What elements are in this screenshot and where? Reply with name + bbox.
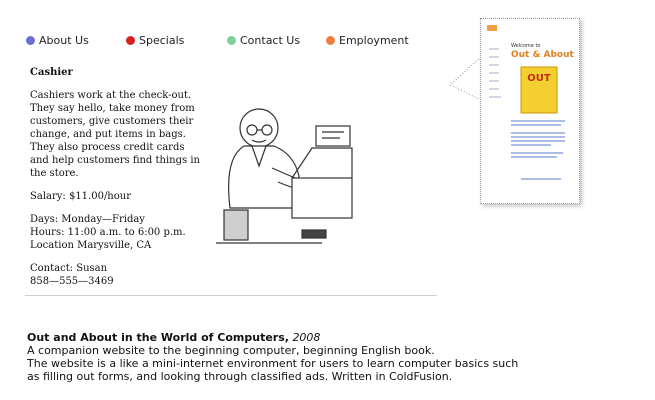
cashier-illustration bbox=[216, 108, 353, 244]
job-title: Cashier bbox=[30, 67, 73, 78]
job-hours: Hours: 11:00 a.m. to 6:00 p.m. bbox=[30, 227, 186, 238]
job-location: Location Marysville, CA bbox=[30, 240, 152, 251]
nav-link[interactable]: Contact Us bbox=[227, 34, 300, 47]
nav-label: Contact Us bbox=[240, 34, 301, 47]
caption-title: Out and About in the World of Computers, bbox=[27, 331, 289, 344]
job-description: Cashiers work at the check-out. They say… bbox=[30, 90, 200, 179]
thumbnail-content: Welcome to Out & About OUT bbox=[487, 25, 574, 180]
caption: Out and About in the World of Computers,… bbox=[27, 331, 518, 383]
nav-link[interactable]: About Us bbox=[26, 34, 89, 47]
nav-label: Specials bbox=[139, 34, 185, 47]
nav-label: About Us bbox=[39, 34, 89, 47]
job-salary: Salary: $11.00/hour bbox=[30, 191, 131, 202]
caption-year: 2008 bbox=[292, 331, 321, 344]
thumb-title: Out & About bbox=[511, 50, 574, 60]
job-days: Days: Monday—Friday bbox=[30, 214, 145, 225]
nav-link[interactable]: Specials bbox=[126, 34, 184, 47]
thumb-book: OUT bbox=[527, 73, 551, 84]
job-phone: 858—555—3469 bbox=[30, 276, 114, 287]
thumb-welcome: Welcome to bbox=[511, 43, 540, 49]
caption-line: The website is a like a mini-internet en… bbox=[27, 357, 519, 370]
caption-line: A companion website to the beginning com… bbox=[27, 344, 435, 357]
caption-line: as filling out forms, and looking throug… bbox=[27, 370, 453, 383]
thumbnail-pointer bbox=[449, 56, 482, 101]
job-listing: Cashier Cashiers work at the check-out. … bbox=[30, 66, 202, 288]
site-thumbnail[interactable]: Welcome to Out & About OUT bbox=[480, 18, 580, 204]
nav-label: Employment bbox=[339, 34, 409, 47]
divider bbox=[25, 295, 437, 296]
job-contact: Contact: Susan bbox=[30, 263, 108, 274]
nav-link[interactable]: Employment bbox=[326, 34, 409, 47]
